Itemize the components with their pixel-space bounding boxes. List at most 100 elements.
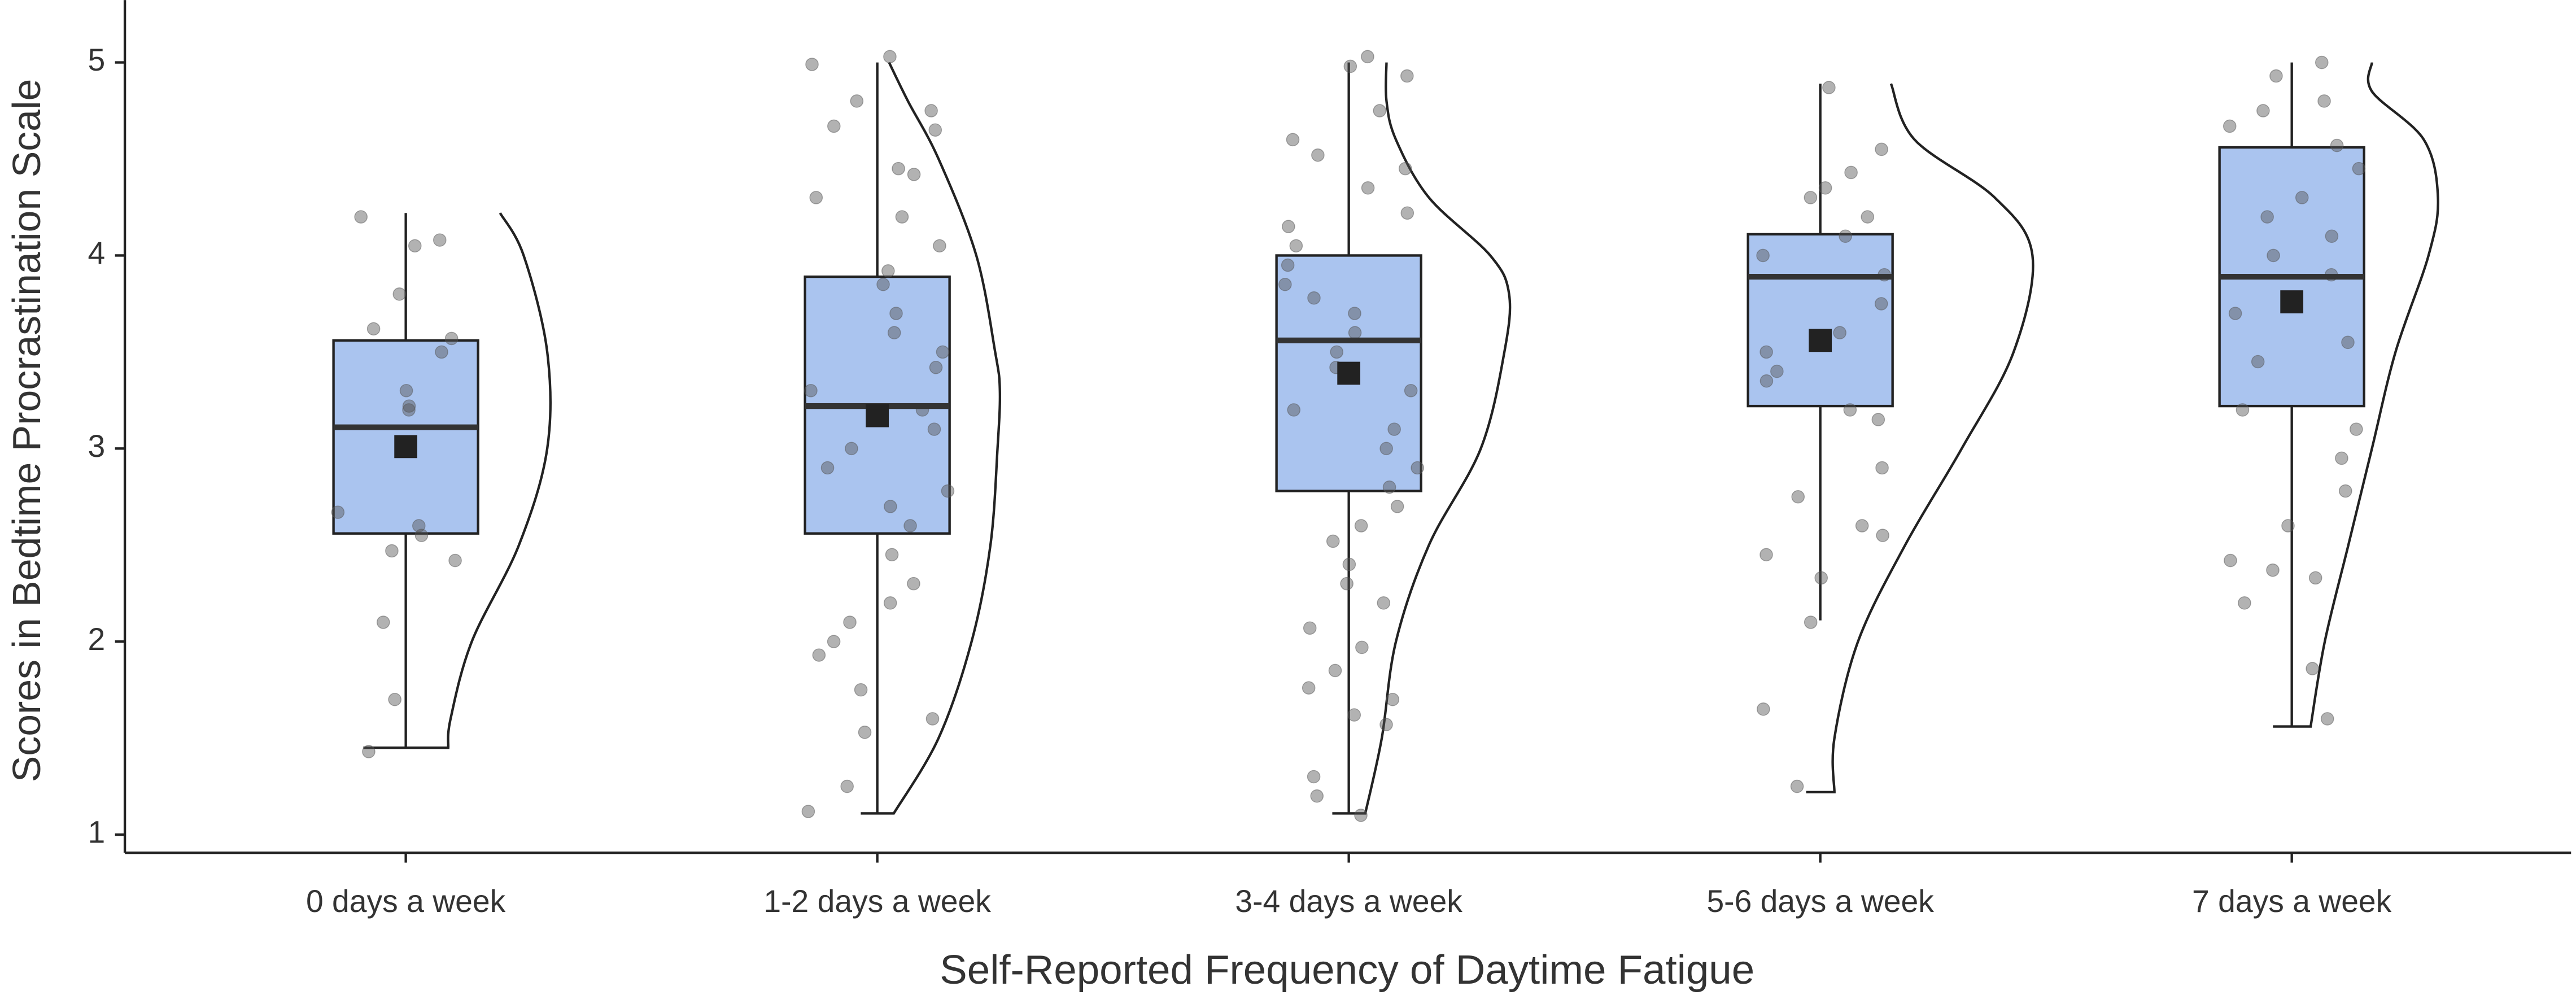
data-point [907, 168, 921, 181]
data-point [2260, 210, 2274, 224]
data-point [2269, 69, 2283, 83]
data-point [1400, 206, 1414, 220]
data-point [854, 683, 868, 697]
data-point [2325, 229, 2339, 243]
data-point [1289, 239, 1303, 253]
data-point [1876, 529, 1889, 542]
data-point [889, 307, 903, 320]
data-point [1790, 779, 1804, 793]
data-point [1326, 534, 1340, 548]
data-point [2238, 596, 2251, 610]
data-point [1844, 165, 1858, 180]
data-point [1347, 708, 1361, 722]
data-point [887, 326, 901, 339]
data-point [933, 239, 946, 253]
data-point [1377, 596, 1391, 610]
data-point [402, 399, 416, 413]
data-point [331, 505, 345, 519]
data-point [903, 519, 917, 532]
y-tick-label: 1 [88, 815, 105, 850]
x-tick-label: 1-2 days a week [763, 884, 991, 919]
violin [1332, 62, 1512, 815]
data-point [1287, 403, 1301, 417]
data-point [376, 616, 390, 629]
data-point [1770, 364, 1784, 378]
data-point [385, 544, 399, 558]
violin [363, 212, 552, 749]
data-point [1311, 148, 1325, 162]
mean-marker [2280, 290, 2304, 313]
data-point [1373, 104, 1387, 117]
data-point [435, 345, 448, 359]
y-tick-label: 3 [88, 429, 105, 464]
data-point [2320, 712, 2334, 726]
data-point [845, 442, 858, 456]
data-point [1303, 621, 1317, 635]
mean-marker [1337, 361, 1361, 385]
data-point [1328, 663, 1342, 678]
data-point [892, 161, 905, 176]
data-point [408, 239, 422, 253]
data-point [1355, 640, 1369, 654]
data-point [876, 277, 890, 291]
data-point [433, 233, 447, 247]
data-point [354, 210, 368, 224]
data-point [1278, 277, 1292, 291]
data-point [2330, 138, 2344, 152]
x-tick-label: 0 days a week [306, 884, 506, 919]
data-point [448, 553, 462, 568]
data-point [881, 264, 895, 278]
data-point [2315, 55, 2329, 69]
data-point [1282, 220, 1295, 233]
data-point [2223, 119, 2237, 133]
data-point [388, 692, 401, 706]
data-point [928, 123, 942, 137]
data-point [1818, 181, 1832, 195]
data-point [1343, 59, 1357, 73]
data-point [805, 58, 819, 71]
data-point [2335, 451, 2348, 465]
x-tick-label: 3-4 days a week [1235, 884, 1462, 919]
data-point [1833, 326, 1846, 339]
mean-marker [394, 435, 417, 459]
x-tick-label: 5-6 days a week [1706, 884, 1934, 919]
x-tick-label: 7 days a week [2192, 884, 2392, 919]
data-point [2224, 553, 2237, 568]
data-point [1379, 718, 1393, 731]
data-point [1861, 210, 1875, 224]
data-point [1354, 519, 1368, 532]
data-point [1855, 519, 1869, 532]
data-point [1348, 326, 1362, 339]
data-point [840, 779, 854, 793]
data-point [924, 104, 938, 117]
data-point [399, 383, 413, 398]
data-point [1875, 461, 1889, 475]
data-point [1281, 258, 1295, 272]
data-point [1310, 789, 1324, 803]
data-point [2266, 563, 2280, 577]
data-point [1342, 557, 1356, 571]
data-point [883, 596, 897, 610]
data-point [858, 726, 872, 739]
data-point [941, 484, 955, 498]
violin [861, 62, 1002, 815]
data-point [1756, 248, 1770, 263]
data-point [2306, 662, 2319, 675]
data-point [392, 287, 407, 301]
data-point [1822, 81, 1836, 94]
data-point [827, 119, 841, 133]
data-point [1387, 422, 1401, 436]
data-point [2256, 104, 2270, 117]
data-point [2338, 484, 2352, 498]
data-point [883, 50, 897, 64]
data-point [1361, 181, 1375, 195]
data-point [1348, 307, 1361, 320]
data-point [1400, 69, 1414, 83]
data-point [1379, 442, 1393, 456]
data-point [1302, 681, 1316, 695]
data-point [1839, 229, 1852, 243]
data-point [414, 529, 429, 542]
data-point [1330, 345, 1344, 359]
y-tick-label: 4 [88, 235, 105, 270]
